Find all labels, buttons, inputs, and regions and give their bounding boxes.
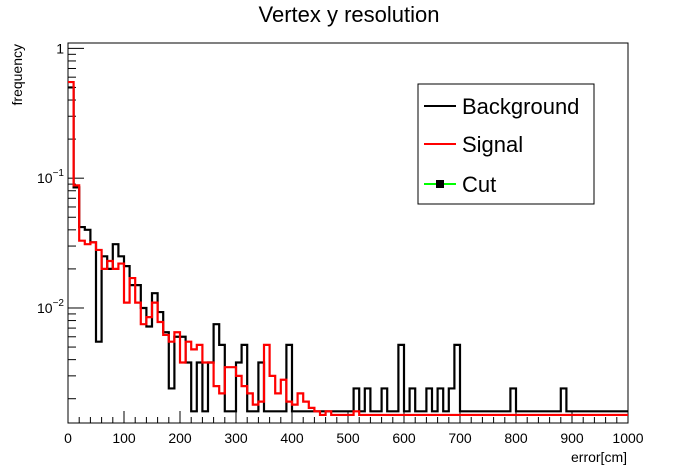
x-axis-label: error[cm] bbox=[571, 449, 627, 465]
series-cut-legend-marker bbox=[436, 180, 444, 188]
series-cut-legend-label: Cut bbox=[462, 172, 496, 197]
x-tick-label: 300 bbox=[224, 430, 248, 446]
x-tick-label: 400 bbox=[280, 430, 304, 446]
y-tick-label: 10−1 bbox=[37, 168, 64, 186]
x-axis: 0 100 200 300 400 500 600 700 800 900 1000 bbox=[64, 411, 644, 446]
series-layer bbox=[68, 80, 628, 417]
x-tick-label: 700 bbox=[448, 430, 472, 446]
x-tick-label: 100 bbox=[112, 430, 136, 446]
y-axis-label: frequency bbox=[9, 44, 25, 105]
x-tick-label: 600 bbox=[392, 430, 416, 446]
series-signal-line bbox=[68, 80, 628, 417]
y-tick-label: 10−2 bbox=[37, 298, 64, 316]
x-tick-label: 500 bbox=[336, 430, 360, 446]
y-tick-label: 1 bbox=[56, 40, 64, 56]
chart-title: Vertex y resolution bbox=[259, 2, 440, 27]
x-tick-label: 800 bbox=[504, 430, 528, 446]
series-background-legend-label: Background bbox=[462, 94, 579, 119]
x-tick-label: 900 bbox=[560, 430, 584, 446]
x-tick-label: 0 bbox=[64, 430, 72, 446]
x-tick-label: 200 bbox=[168, 430, 192, 446]
y-axis: 1 10−1 10−2 bbox=[37, 40, 84, 400]
legend: Background Signal Cut bbox=[417, 83, 595, 205]
series-signal-legend-label: Signal bbox=[462, 132, 523, 157]
x-tick-label: 1000 bbox=[612, 430, 643, 446]
